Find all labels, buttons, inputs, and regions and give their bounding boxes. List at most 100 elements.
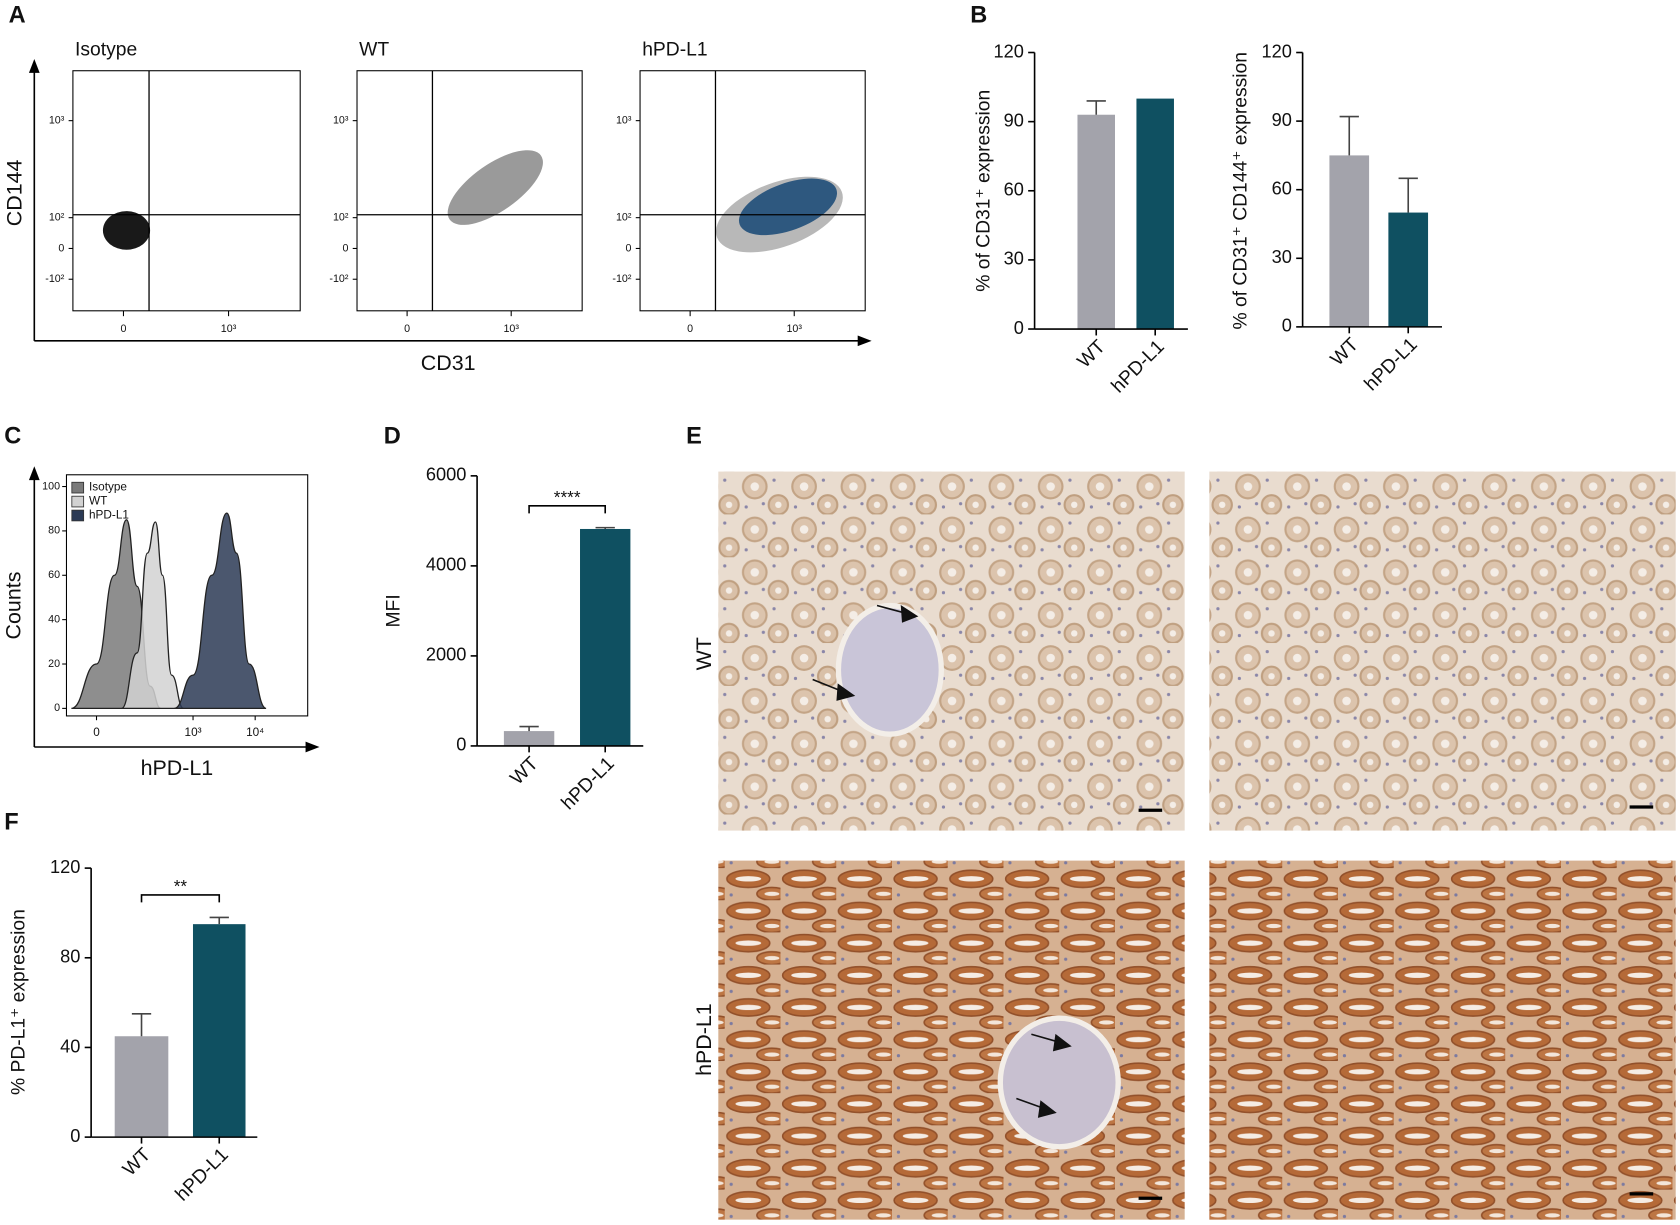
x-axis-label: hPD-L1 [141,756,214,780]
plot-frame [72,70,301,312]
panel-label: C [4,423,21,449]
legend-swatch [71,495,85,508]
y-tick-label: 10² [49,212,65,224]
legend-label: hPD-L1 [89,509,129,522]
y-tick-label: 2000 [426,645,467,665]
x-tick-label: hPD-L1 [1108,336,1169,397]
error-bar [131,1013,152,1037]
significance-label: ** [174,876,188,896]
bar [1077,114,1115,330]
y-tick-label: 60 [1004,180,1024,200]
x-tick-label: hPD-L1 [172,1144,233,1205]
y-tick-label: 4000 [426,555,467,575]
density-curve [174,512,267,710]
bar [580,528,631,746]
y-axis-label: CD144 [3,159,27,226]
plot-title: Isotype [75,39,137,60]
glomerulus [997,1015,1121,1150]
y-tick-label: 60 [48,569,60,581]
x-tick-label: 10³ [786,323,802,335]
bar [1136,98,1174,330]
y-tick-label: 20 [48,658,60,670]
y-tick-label: 30 [1004,249,1024,269]
glomerulus [835,602,944,737]
scale-bar [1138,805,1654,1200]
y-tick-label: 6000 [426,465,467,485]
y-axis-label: % of CD31⁺ expression [973,90,994,292]
y-tick-label: 90 [1004,110,1024,130]
y-tick-label: 0 [1014,318,1024,338]
histology-image [1209,471,1676,831]
histology-image [718,471,1185,831]
x-tick-label: hPD-L1 [1361,334,1422,395]
panel-label: A [9,1,26,27]
legend-swatch [71,481,85,494]
arrow-head [305,741,320,753]
x-tick-label: 10³ [221,323,237,335]
error-bar [595,526,615,529]
y-tick-label: 80 [48,525,60,537]
y-tick-label: 0 [58,242,64,254]
x-axis-label: CD31 [421,351,476,375]
bar [1388,212,1429,327]
event-cloud [447,150,543,225]
x-tick-label: WT [1074,336,1110,372]
x-tick-label: 0 [404,323,410,335]
y-tick-label: -10² [329,273,348,285]
event-cloud [738,178,838,236]
plot-title: WT [359,39,389,60]
y-tick-label: 60 [1272,179,1292,199]
y-tick-label: 0 [70,1126,80,1146]
y-tick-label: 100 [42,480,60,492]
arrows [812,604,1072,1118]
y-tick-label: 0 [54,702,60,714]
bar [192,924,246,1138]
panel-label: B [970,1,987,27]
x-tick-label: 10⁴ [246,726,264,739]
x-tick-label: WT [1327,334,1363,370]
bar [503,731,555,746]
significance-label: **** [554,487,581,507]
panel-label: F [4,808,18,834]
arrow-head [28,58,40,73]
y-tick-label: -10² [612,273,631,285]
y-tick-label: 40 [60,1036,80,1056]
y-axis-label: % PD-L1⁺ expression [8,909,29,1095]
x-tick-label: 10³ [503,323,519,335]
y-axis-label: % of CD31⁺ CD144⁺ expression [1231,52,1252,330]
y-axis-label: Counts [2,572,26,640]
legend-label: WT [89,495,107,508]
arrow-head [857,335,872,347]
histology-image [718,860,1185,1220]
x-tick-label: 10³ [185,726,202,739]
error-bar [1398,177,1418,213]
y-tick-label: 10² [333,212,349,224]
error-bar [519,725,539,732]
panel-label: E [686,423,702,449]
x-tick-label: hPD-L1 [558,753,619,814]
y-tick-label: 10³ [333,114,349,126]
y-tick-label: 40 [48,613,60,625]
y-tick-label: 120 [50,857,80,877]
panel-label: D [384,423,401,449]
y-axis-label: MFI [384,594,405,627]
bar [114,1036,169,1138]
x-tick-label: 0 [93,726,100,739]
legend-swatch [71,509,85,522]
error-bar [209,916,229,925]
row-label: WT [692,637,716,670]
x-tick-label: 0 [687,323,693,335]
y-tick-label: 10³ [616,114,632,126]
y-tick-label: 80 [60,947,80,967]
x-tick-label: 0 [120,323,126,335]
y-tick-label: 0 [456,735,466,755]
y-tick-label: 90 [1272,110,1292,130]
arrow-head [28,466,40,481]
y-tick-label: 0 [342,242,348,254]
error-bar [1339,115,1359,156]
y-tick-label: 30 [1272,247,1292,267]
y-tick-label: 0 [626,242,632,254]
x-tick-label: WT [507,753,543,789]
